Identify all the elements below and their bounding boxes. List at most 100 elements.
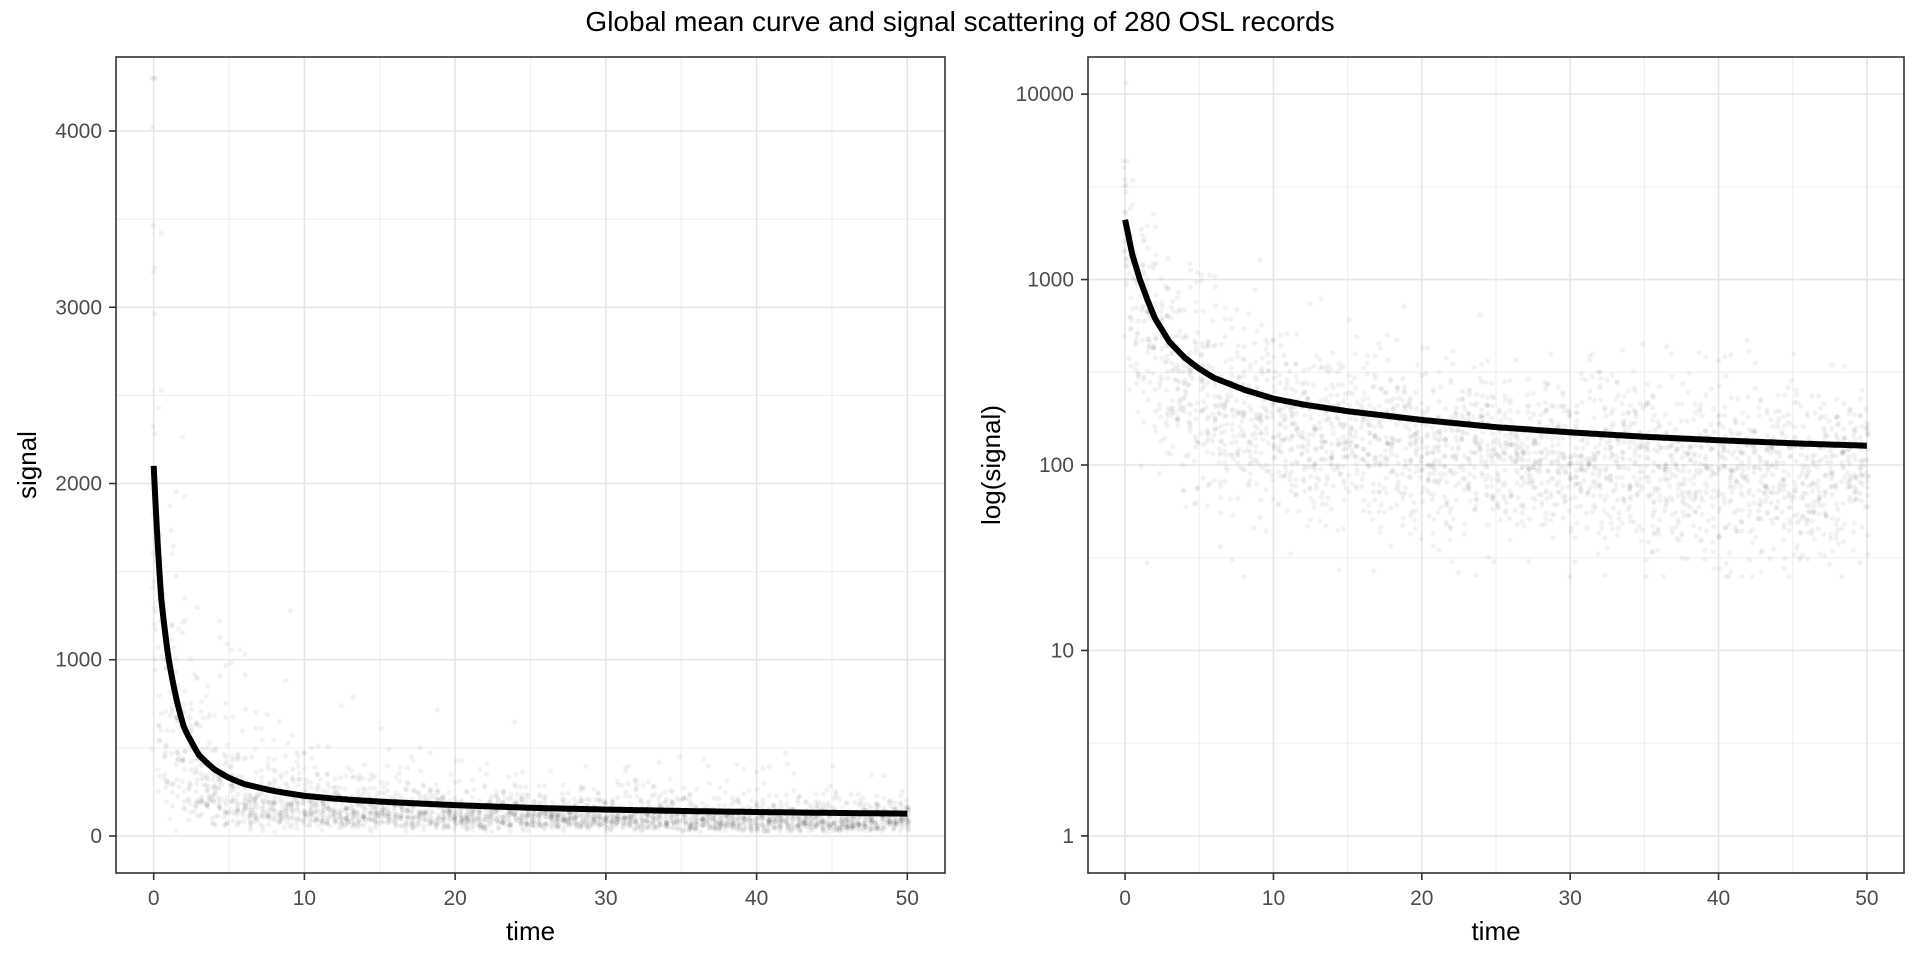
scatter-point: [860, 825, 867, 832]
scatter-point: [1164, 387, 1170, 393]
scatter-point: [903, 803, 910, 809]
scatter-point: [1343, 453, 1349, 459]
scatter-point: [391, 819, 397, 826]
scatter-point: [783, 792, 789, 798]
scatter-point: [719, 818, 725, 824]
scatter-point: [579, 785, 586, 792]
scatter-point: [1165, 405, 1171, 412]
scatter-point: [476, 809, 482, 815]
scatter-point: [548, 815, 554, 821]
scatter-point: [595, 797, 601, 803]
scatter-point: [633, 787, 639, 793]
scatter-point: [1429, 496, 1435, 502]
left-y-axis-title: signal: [12, 431, 42, 499]
scatter-point: [844, 827, 850, 834]
scatter-point: [204, 787, 210, 794]
scatter-point: [338, 814, 344, 821]
scatter-point: [1587, 388, 1593, 394]
scatter-point: [628, 813, 634, 819]
scatter-point: [451, 818, 457, 824]
scatter-point: [1198, 387, 1204, 393]
scatter-point: [393, 817, 399, 823]
scatter-point: [741, 766, 747, 772]
scatter-point: [1591, 415, 1597, 421]
scatter-point: [1507, 417, 1513, 423]
scatter-point: [1191, 501, 1198, 507]
scatter-point: [1282, 464, 1288, 470]
scatter-point: [671, 821, 677, 827]
scatter-point: [773, 793, 779, 799]
scatter-point: [788, 825, 795, 831]
scatter-point: [173, 655, 179, 662]
scatter-point: [206, 794, 212, 800]
scatter-point: [1391, 396, 1397, 402]
scatter-point: [417, 794, 423, 800]
scatter-point: [420, 794, 426, 800]
scatter-point: [716, 826, 722, 832]
scatter-point: [1667, 420, 1673, 426]
scatter-point: [1480, 415, 1486, 421]
scatter-point: [1293, 483, 1299, 489]
scatter-point: [1657, 497, 1663, 503]
scatter-point: [1525, 457, 1532, 463]
scatter-point: [670, 819, 677, 825]
scatter-point: [198, 723, 204, 729]
scatter-point: [765, 818, 772, 824]
scatter-point: [1174, 416, 1180, 422]
scatter-point: [1236, 464, 1243, 470]
scatter-point: [1132, 341, 1138, 347]
scatter-point: [879, 815, 885, 821]
scatter-point: [457, 811, 464, 817]
scatter-point: [1597, 376, 1604, 382]
scatter-point: [881, 805, 887, 812]
scatter-point: [301, 750, 307, 756]
scatter-point: [1322, 410, 1328, 416]
scatter-point: [263, 794, 269, 800]
scatter-point: [312, 809, 318, 815]
scatter-point: [187, 809, 194, 815]
scatter-point: [288, 608, 294, 614]
scatter-point: [1423, 422, 1429, 428]
scatter-point: [1140, 262, 1146, 268]
scatter-point: [536, 819, 543, 825]
scatter-point: [827, 823, 833, 829]
scatter-point: [681, 794, 687, 801]
scatter-point: [375, 814, 381, 820]
scatter-point: [385, 811, 391, 817]
scatter-point: [179, 778, 185, 784]
scatter-point: [303, 777, 309, 783]
scatter-point: [446, 823, 452, 829]
scatter-point: [441, 797, 447, 803]
scatter-point: [1616, 516, 1622, 522]
scatter-point: [187, 715, 193, 721]
scatter-point: [689, 820, 695, 826]
scatter-point: [518, 816, 524, 822]
scatter-point: [766, 764, 772, 770]
scatter-point: [572, 816, 578, 822]
scatter-point: [380, 806, 386, 812]
scatter-point: [844, 816, 850, 822]
scatter-point: [736, 821, 742, 827]
scatter-point: [1188, 284, 1194, 290]
scatter-point: [1198, 272, 1204, 278]
scatter-point: [640, 782, 646, 789]
scatter-point: [821, 819, 827, 825]
scatter-point: [773, 823, 779, 829]
scatter-point: [410, 816, 416, 822]
scatter-point: [844, 824, 850, 830]
scatter-point: [1525, 404, 1531, 410]
scatter-point: [1164, 285, 1171, 291]
scatter-point: [319, 827, 325, 833]
scatter-point: [152, 311, 158, 317]
scatter-point: [331, 791, 337, 797]
scatter-point: [1548, 475, 1554, 481]
scatter-point: [543, 810, 549, 817]
scatter-point: [155, 788, 161, 794]
scatter-point: [1560, 515, 1566, 521]
scatter-point: [339, 802, 345, 808]
scatter-point: [692, 816, 698, 822]
scatter-point: [506, 796, 512, 802]
scatter-point: [1342, 391, 1348, 397]
scatter-point: [1478, 454, 1484, 460]
scatter-point: [283, 807, 289, 813]
